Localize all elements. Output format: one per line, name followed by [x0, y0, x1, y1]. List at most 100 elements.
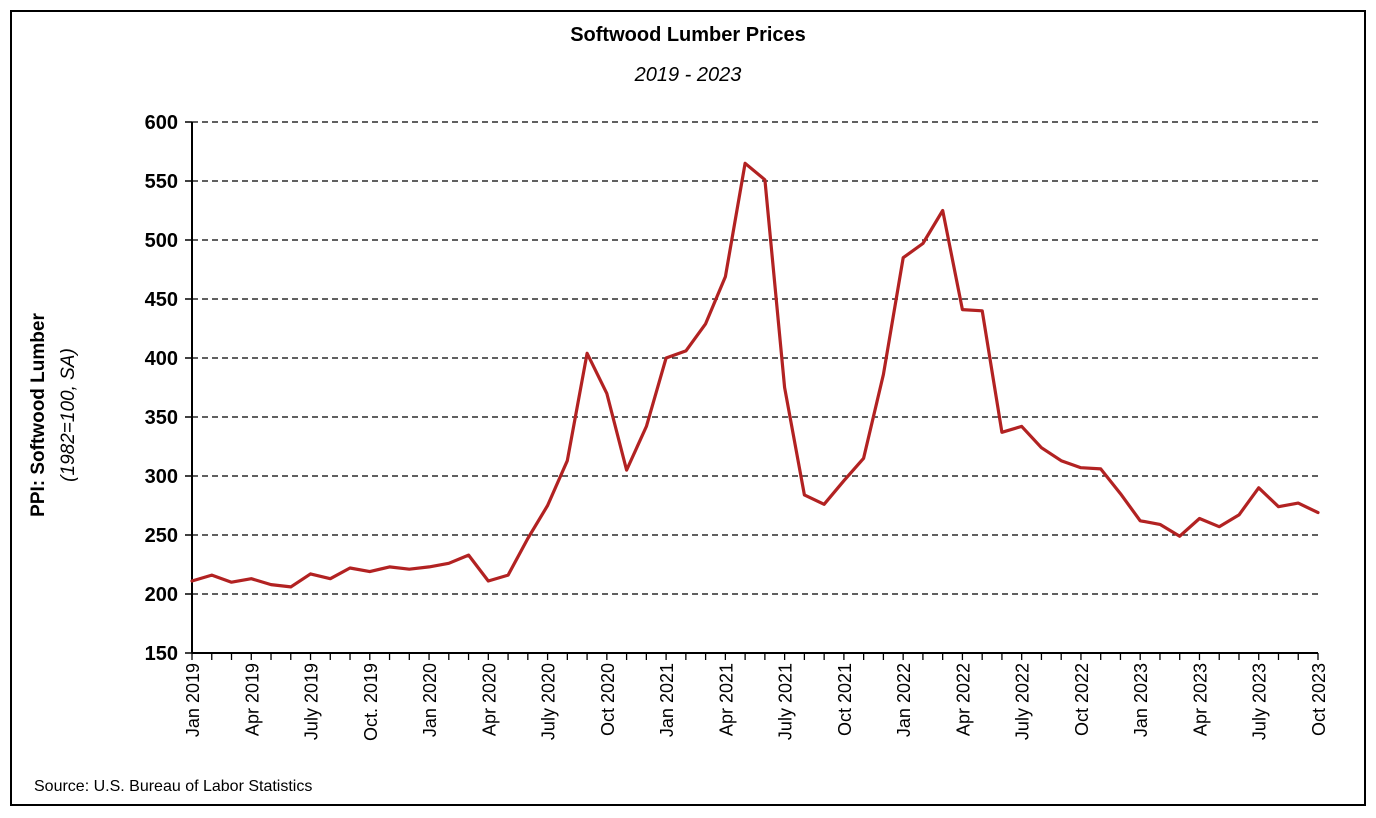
- data-point: [1237, 513, 1240, 516]
- data-point: [507, 574, 510, 577]
- data-point: [487, 580, 490, 583]
- data-point: [428, 565, 431, 568]
- data-point: [230, 581, 233, 584]
- data-point: [704, 322, 707, 325]
- data-point: [191, 580, 194, 583]
- data-point: [684, 349, 687, 352]
- data-point: [1000, 431, 1003, 434]
- data-point: [842, 479, 845, 482]
- x-tick-label: July 2023: [1250, 663, 1270, 740]
- data-point: [408, 568, 411, 571]
- data-point: [1317, 511, 1320, 514]
- x-tick-label: July 2022: [1013, 663, 1033, 740]
- data-point: [605, 392, 608, 395]
- data-point: [1060, 459, 1063, 462]
- data-point: [803, 493, 806, 496]
- y-tick-label: 350: [145, 407, 178, 429]
- data-point: [329, 577, 332, 580]
- y-tick-label: 250: [145, 525, 178, 547]
- y-tick-label: 600: [145, 112, 178, 134]
- x-tick-label: Apr 2021: [716, 663, 736, 736]
- data-point: [447, 562, 450, 565]
- data-point: [210, 574, 213, 577]
- x-tick-labels: Jan 2019 Apr 2019 July 2019 Oct. 2019 Jan 20…: [183, 663, 1329, 741]
- data-point: [1079, 466, 1082, 469]
- data-point: [289, 585, 292, 588]
- x-tick-label: Oct 2023: [1309, 663, 1329, 736]
- data-point: [349, 567, 352, 570]
- data-point: [250, 577, 253, 580]
- x-tick-label: July 2020: [539, 663, 559, 740]
- x-tick-label: Jan 2021: [657, 663, 677, 737]
- y-tick-label: 550: [145, 171, 178, 193]
- x-tick-label: Jan 2020: [420, 663, 440, 737]
- data-point: [1198, 517, 1201, 520]
- data-point: [546, 504, 549, 507]
- data-point: [566, 459, 569, 462]
- x-tick-label: Apr 2023: [1190, 663, 1210, 736]
- chart-frame: [10, 10, 1366, 806]
- data-point: [1119, 492, 1122, 495]
- data-point: [941, 209, 944, 212]
- y-tick-label: 150: [145, 643, 178, 665]
- x-tick-label: Apr 2019: [242, 663, 262, 736]
- data-point: [1257, 486, 1260, 489]
- data-point: [783, 386, 786, 389]
- data-point: [388, 565, 391, 568]
- y-tick-label: 200: [145, 584, 178, 606]
- data-point: [270, 583, 273, 586]
- data-point: [724, 275, 727, 278]
- data-point: [645, 425, 648, 428]
- y-tick-label: 300: [145, 466, 178, 488]
- x-tick-label: Oct 2020: [598, 663, 618, 736]
- data-point: [961, 308, 964, 311]
- data-point: [1040, 446, 1043, 449]
- data-point: [1277, 505, 1280, 508]
- data-point: [1099, 467, 1102, 470]
- data-point: [368, 570, 371, 573]
- y-axis-subtitle: (1982=100, SA): [58, 348, 79, 482]
- data-point: [1020, 425, 1023, 428]
- x-tick-label: Oct 2021: [835, 663, 855, 736]
- data-point: [1297, 502, 1300, 505]
- x-tick-label: Jan 2023: [1131, 663, 1151, 737]
- x-tick-label: Oct. 2019: [361, 663, 381, 741]
- y-tick-label: 450: [145, 289, 178, 311]
- x-tick-label: July 2021: [776, 663, 796, 740]
- data-point: [467, 554, 470, 557]
- y-axis-title: PPI: Softwood Lumber: [28, 313, 49, 517]
- data-point: [763, 178, 766, 181]
- gridlines: [192, 121, 1318, 595]
- chart-subtitle: 2019 - 2023: [634, 64, 742, 86]
- y-tick-label: 400: [145, 348, 178, 370]
- x-tick-label: Jan 2022: [894, 663, 914, 737]
- data-point: [309, 572, 312, 575]
- x-tick-label: Apr 2022: [953, 663, 973, 736]
- data-point: [1158, 523, 1161, 526]
- data-point: [625, 469, 628, 472]
- source-note: Source: U.S. Bureau of Labor Statistics: [34, 778, 313, 795]
- x-tick-label: Jan 2019: [183, 663, 203, 737]
- data-point: [526, 537, 529, 540]
- axes: [185, 121, 1319, 660]
- data-point: [902, 256, 905, 259]
- data-point: [665, 357, 668, 360]
- y-tick-labels: 150 200 250 300 350 400 450 500 550 600: [145, 112, 178, 665]
- x-tick-label: July 2019: [302, 663, 322, 740]
- y-tick-label: 500: [145, 230, 178, 252]
- data-point: [882, 373, 885, 376]
- data-point: [586, 352, 589, 355]
- data-point: [744, 162, 747, 165]
- x-tick-label: Apr 2020: [479, 663, 499, 736]
- data-point: [921, 242, 924, 245]
- data-point: [981, 309, 984, 312]
- chart-title: Softwood Lumber Prices: [570, 24, 806, 46]
- x-tick-label: Oct 2022: [1072, 663, 1092, 736]
- data-point: [1178, 535, 1181, 538]
- series-line: [190, 161, 1320, 589]
- data-point: [823, 503, 826, 506]
- data-point: [1218, 525, 1221, 528]
- data-point: [862, 457, 865, 460]
- series-layer: [190, 161, 1320, 589]
